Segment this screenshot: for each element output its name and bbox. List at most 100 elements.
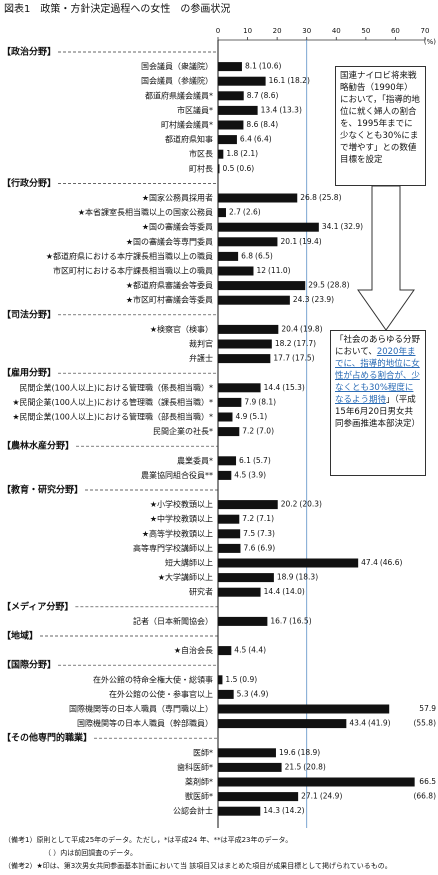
bar bbox=[218, 529, 241, 539]
category-label: 民間企業の社長* bbox=[153, 426, 213, 436]
value-label: 7.2 bbox=[242, 514, 254, 523]
chart-title: 図表1 政策・方針決定過程への女性 の参画状況 bbox=[4, 2, 230, 15]
value-label: 34.1 bbox=[322, 222, 339, 231]
prev-value-label: (20.3) bbox=[299, 500, 322, 509]
value-label: 57.9 bbox=[419, 704, 436, 713]
bar bbox=[218, 500, 278, 510]
prev-value-label: (13.3) bbox=[279, 105, 302, 114]
bar bbox=[218, 762, 282, 772]
x-tick-label: 70 bbox=[421, 27, 430, 35]
category-label: 薬剤師* bbox=[185, 777, 213, 787]
value-label: 1.5 bbox=[225, 675, 237, 684]
value-label: 0.5 bbox=[222, 164, 234, 173]
category-label: 歯科医師* bbox=[177, 762, 213, 772]
arrow bbox=[357, 185, 415, 331]
x-tick-label: 20 bbox=[273, 27, 282, 35]
bar bbox=[218, 76, 266, 86]
bar bbox=[218, 470, 232, 480]
value-label: 26.8 bbox=[300, 193, 317, 202]
category-label: 記者（日本新聞協会） bbox=[133, 616, 213, 626]
value-label: 8.7 bbox=[247, 91, 259, 100]
category-label: ★都道府県における本庁課長相当職以上の職員 bbox=[46, 251, 213, 261]
value-label: 27.1 bbox=[301, 792, 318, 801]
group-header: 【政治分野】 bbox=[2, 46, 56, 58]
category-label: ★検察官（検事） bbox=[150, 324, 213, 334]
category-label: ★国の審議会等委員 bbox=[142, 222, 213, 232]
category-label: 医師* bbox=[193, 747, 213, 757]
note: （ ）内は前回調査のデータ。 bbox=[44, 849, 138, 857]
group-header: 【雇用分野】 bbox=[2, 367, 56, 379]
category-label: ★市区町村審議会等委員 bbox=[126, 295, 213, 305]
x-tick-label: 30 bbox=[302, 27, 311, 35]
value-label: 16.1 bbox=[269, 76, 286, 85]
prev-value-label: (66.8) bbox=[413, 792, 436, 801]
value-label: 14.4 bbox=[264, 383, 281, 392]
prev-value-label: (16.5) bbox=[289, 616, 312, 625]
prev-value-label: (23.9) bbox=[312, 295, 335, 304]
value-label: 66.5 bbox=[419, 777, 436, 786]
bar bbox=[218, 281, 306, 291]
prev-value-label: (17.5) bbox=[292, 354, 315, 363]
value-label: 7.6 bbox=[243, 543, 255, 552]
category-label: 裁判官 bbox=[189, 339, 213, 349]
category-label: 在外公館の公使・参事官以上 bbox=[109, 689, 213, 699]
bar bbox=[218, 646, 232, 656]
bar bbox=[218, 543, 241, 553]
prev-value-label: (2.1) bbox=[240, 149, 258, 158]
prev-value-label: (18.3) bbox=[296, 573, 319, 582]
bar bbox=[218, 62, 242, 72]
category-label: 都道府県知事 bbox=[165, 134, 213, 144]
prev-value-label: (15.3) bbox=[282, 383, 305, 392]
annotation-text: 」（平成15年6月20日男女共同参画推進本部決定） bbox=[335, 395, 421, 429]
prev-value-label: (3.9) bbox=[248, 470, 266, 479]
bar bbox=[218, 689, 234, 699]
prev-value-label: (14.0) bbox=[282, 587, 305, 596]
category-label: 市区長 bbox=[189, 149, 213, 159]
prev-value-label: (11.0) bbox=[268, 266, 291, 275]
prev-value-label: (18.9) bbox=[298, 748, 321, 757]
x-tick-label: 40 bbox=[332, 27, 341, 35]
group-header: 【農林水産分野】 bbox=[2, 440, 74, 452]
value-label: 2.7 bbox=[229, 208, 241, 217]
x-tick-label: 50 bbox=[361, 27, 370, 35]
prev-value-label: (6.5) bbox=[255, 251, 273, 260]
value-label: 8.1 bbox=[245, 62, 257, 71]
category-label: 都道府県議会議員* bbox=[145, 90, 213, 100]
value-label: 4.5 bbox=[234, 646, 246, 655]
prev-value-label: (8.1) bbox=[258, 397, 276, 406]
bar bbox=[218, 748, 276, 758]
value-label: 47.4 bbox=[361, 558, 378, 567]
value-label: 16.7 bbox=[270, 616, 287, 625]
prev-value-label: (17.7) bbox=[294, 339, 317, 348]
annotation-text: 国連ナイロビ将来戦略勧告（1990年）において，「指導的地位に就く婦人の割合を、… bbox=[340, 71, 420, 165]
value-label: 20.4 bbox=[281, 324, 298, 333]
prev-value-label: (46.6) bbox=[380, 558, 403, 567]
group-header: 【教育・研究分野】 bbox=[2, 484, 83, 496]
prev-value-label: (0.9) bbox=[239, 675, 257, 684]
bar bbox=[218, 208, 226, 218]
bar bbox=[218, 719, 347, 729]
category-label: 農業協同組合役員** bbox=[141, 470, 213, 480]
group-header: 【地域】 bbox=[2, 630, 38, 642]
prev-value-label: (32.9) bbox=[341, 222, 364, 231]
note: （備考1）原則として平成25年のデータ。ただし，*は平成24 年、**は平成23… bbox=[4, 836, 293, 844]
unit-label: (%) bbox=[424, 38, 436, 46]
category-label: 在外公館の特命全権大使・総領事 bbox=[93, 674, 213, 684]
value-label: 8.6 bbox=[246, 120, 258, 129]
value-label: 14.4 bbox=[264, 587, 281, 596]
category-label: 町村長 bbox=[189, 163, 213, 173]
value-label: 7.2 bbox=[242, 427, 254, 436]
prev-value-label: (10.6) bbox=[259, 62, 282, 71]
prev-value-label: (4.9) bbox=[251, 689, 269, 698]
value-label: 20.1 bbox=[280, 237, 297, 246]
prev-value-label: (7.3) bbox=[257, 529, 275, 538]
prev-value-label: (19.4) bbox=[299, 237, 322, 246]
prev-value-label: (7.0) bbox=[256, 427, 274, 436]
category-label: 研究者 bbox=[189, 587, 213, 597]
x-tick-label: 60 bbox=[391, 27, 400, 35]
prev-value-label: (8.4) bbox=[260, 120, 278, 129]
category-label: 市区議員* bbox=[177, 105, 213, 115]
value-label: 7.9 bbox=[244, 397, 256, 406]
bar bbox=[218, 135, 237, 145]
bar bbox=[218, 324, 279, 334]
